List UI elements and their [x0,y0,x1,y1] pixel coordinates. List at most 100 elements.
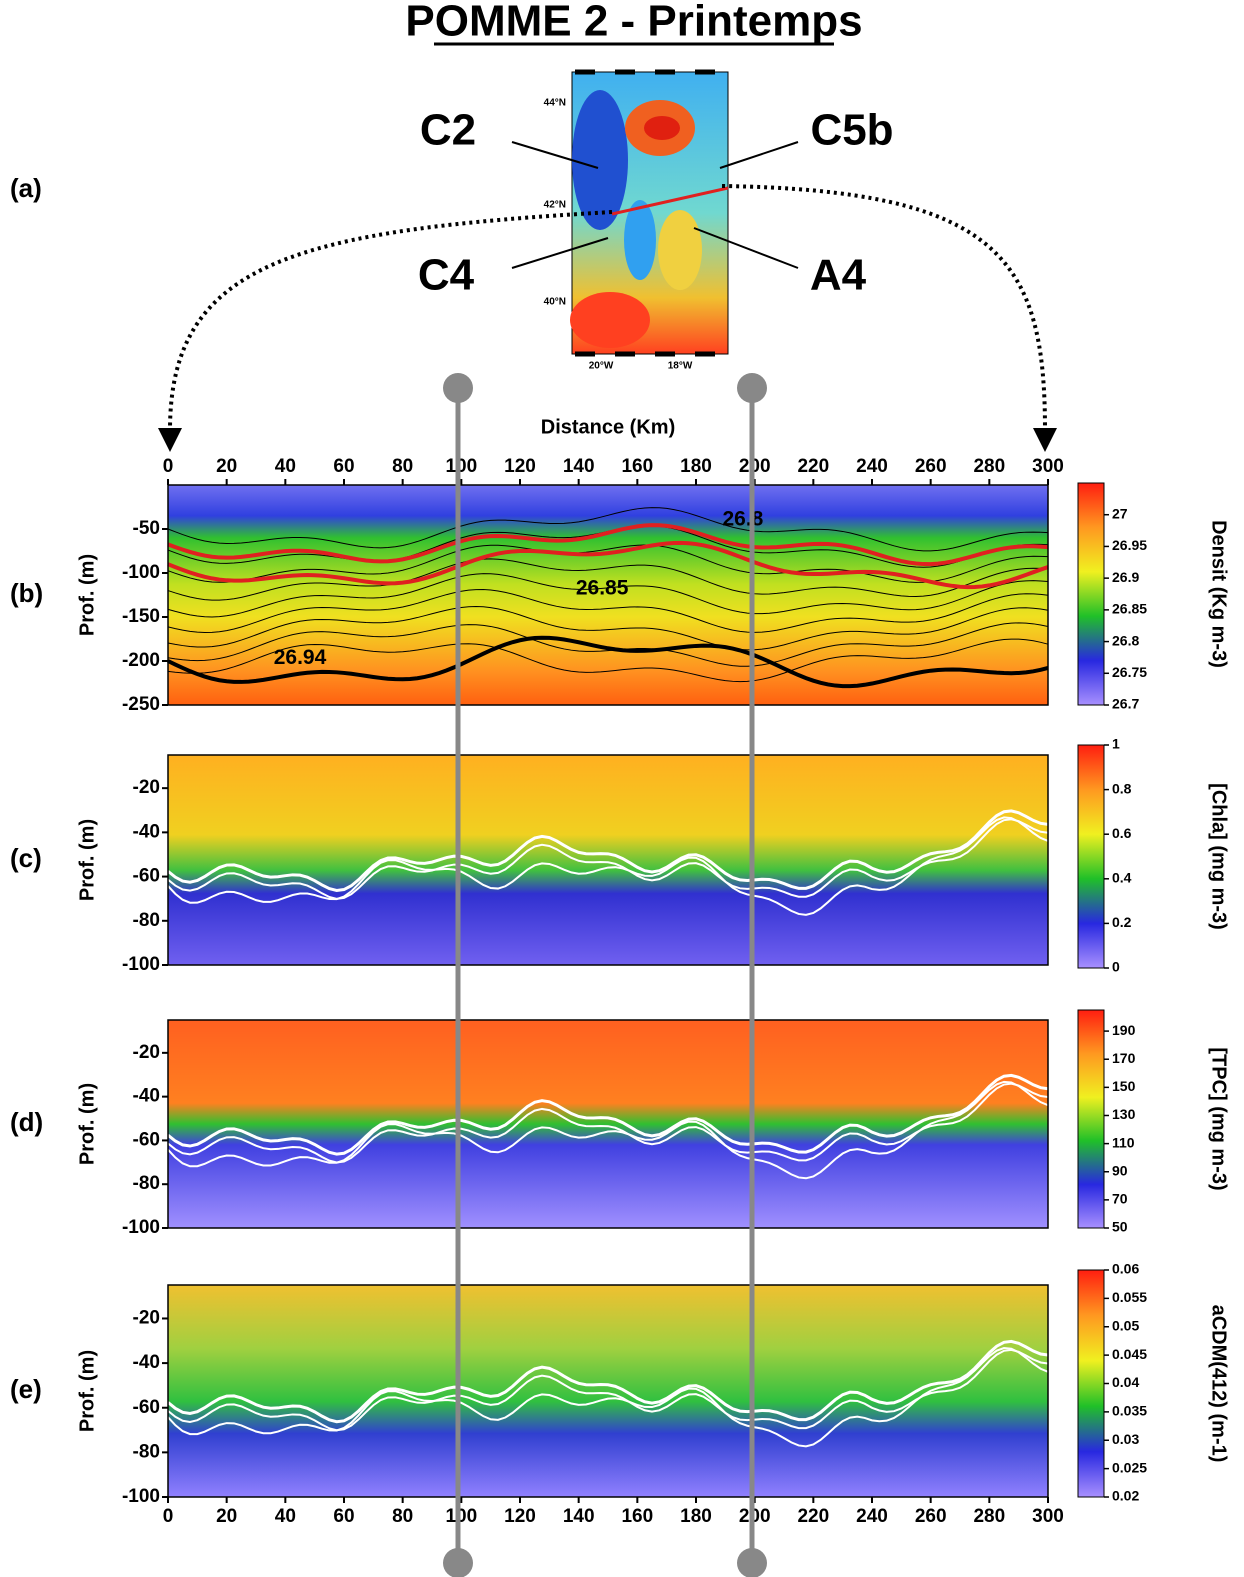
x-tick-label: 40 [275,1506,296,1527]
plot-frame [167,1019,1049,1229]
contour-line [167,635,1049,689]
x-tick-label: 120 [504,1506,536,1527]
x-tick-label: 180 [680,1506,712,1527]
colorbar-tick-label: 130 [1112,1106,1136,1122]
y-axis-label: Prof. (m) [76,819,98,901]
x-tick-label: 0 [163,456,174,477]
x-tick-label: 180 [680,456,712,477]
x-tick-label: 20 [216,456,237,477]
colorbar [1077,1009,1105,1229]
x-tick-label: 140 [563,456,595,477]
station-label: C2 [420,106,476,155]
plot-frame [167,484,1049,706]
panel-label: (e) [10,1374,42,1404]
x-tick-label: 100 [445,456,477,477]
y-tick-label: -40 [133,1352,160,1373]
lat-tick: 42°N [544,200,566,211]
y-tick-label: -50 [133,518,160,539]
y-tick-label: -200 [122,650,160,671]
lat-tick: 40°N [544,297,566,308]
map-eddy [572,90,628,230]
x-tick-label: 60 [333,456,354,477]
colorbar-tick-label: 0.045 [1112,1346,1147,1362]
colorbar-tick-label: 0.03 [1112,1431,1139,1447]
y-tick-label: -100 [122,1486,160,1507]
y-axis-label: Prof. (m) [76,554,98,636]
colorbar-tick-label: 26.85 [1112,601,1147,617]
x-tick-label: 300 [1032,1506,1064,1527]
y-tick-label: -100 [122,1217,160,1238]
contour-line [167,573,1049,618]
colorbar-tick-label: 50 [1112,1219,1128,1235]
colorbar-tick-label: 26.75 [1112,664,1147,680]
colorbar [1077,1269,1105,1498]
map: 44°N 42°N 40°N 20°W 18°W [544,69,729,372]
y-tick-label: -60 [133,866,160,887]
y-tick-label: -80 [133,910,160,931]
map-transect [611,186,729,216]
colorbar-tick-label: 190 [1112,1022,1136,1038]
x-axis-label: Distance (Km) [541,416,675,438]
x-tick-label: 240 [856,1506,888,1527]
colorbar-tick-label: 0.025 [1112,1459,1147,1475]
map-eddy [658,210,702,290]
x-tick-label: 280 [973,1506,1005,1527]
contour-line [167,1082,1049,1164]
y-axis-label: Prof. (m) [76,1083,98,1165]
colorbar-tick-label: 0.8 [1112,780,1132,796]
heatmap-field [168,485,1048,705]
contour-line [167,809,1049,892]
x-tick-label: 80 [392,456,413,477]
contour-line [167,818,1049,900]
contour-line [167,1339,1049,1424]
lon-tick: 20°W [589,361,614,372]
lon-tick: 18°W [668,361,693,372]
y-tick-label: -80 [133,1441,160,1462]
contour-line [167,1347,1049,1448]
contour-line [167,558,1049,601]
x-tick-label: 80 [392,1506,413,1527]
contour-label: 26.8 [722,508,763,531]
colorbar-tick-label: 0.035 [1112,1403,1147,1419]
x-tick-label: 200 [739,1506,771,1527]
colorbar-tick-label: 110 [1112,1134,1135,1150]
map-eddy [570,292,650,348]
plot-frame [167,754,1049,966]
y-tick-label: -100 [122,562,160,583]
x-tick-label: 100 [445,1506,477,1527]
y-tick-label: -60 [133,1397,160,1418]
colorbar-tick-label: 0.2 [1112,914,1132,930]
colorbar-tick-label: 70 [1112,1191,1128,1207]
y-tick-label: -60 [133,1129,160,1150]
contour-line [167,523,1049,567]
x-tick-label: 140 [563,1506,595,1527]
x-tick-label: 120 [504,456,536,477]
colorbar-tick-label: 26.95 [1112,537,1147,553]
contour-line [167,589,1049,634]
y-tick-label: -20 [133,1042,160,1063]
panel-label: (d) [10,1107,43,1137]
map-eddy [644,116,680,140]
panel-label: (c) [10,843,42,873]
contour-line [167,1073,1049,1156]
heatmap-field [168,1020,1048,1228]
contour-line [167,540,1049,590]
contour-label: 26.85 [576,576,629,599]
contour-line [167,816,1049,916]
colorbar-label: Densit (Kg m-3) [1208,520,1230,668]
x-tick-label: 0 [163,1506,174,1527]
x-tick-label: 260 [915,1506,947,1527]
contour-label: 26.94 [274,646,327,669]
y-tick-label: -250 [122,694,160,715]
x-tick-label: 220 [797,456,829,477]
plot-frame [167,1284,1049,1498]
arrow-head [1033,428,1057,452]
colorbar-tick-label: 0.04 [1112,1374,1139,1390]
colorbar-tick-label: 0.02 [1112,1488,1139,1504]
x-tick-label: 160 [621,456,653,477]
colorbar-tick-label: 150 [1112,1078,1136,1094]
colorbar-tick-label: 0.4 [1112,870,1132,886]
contour-line [167,1348,1049,1432]
